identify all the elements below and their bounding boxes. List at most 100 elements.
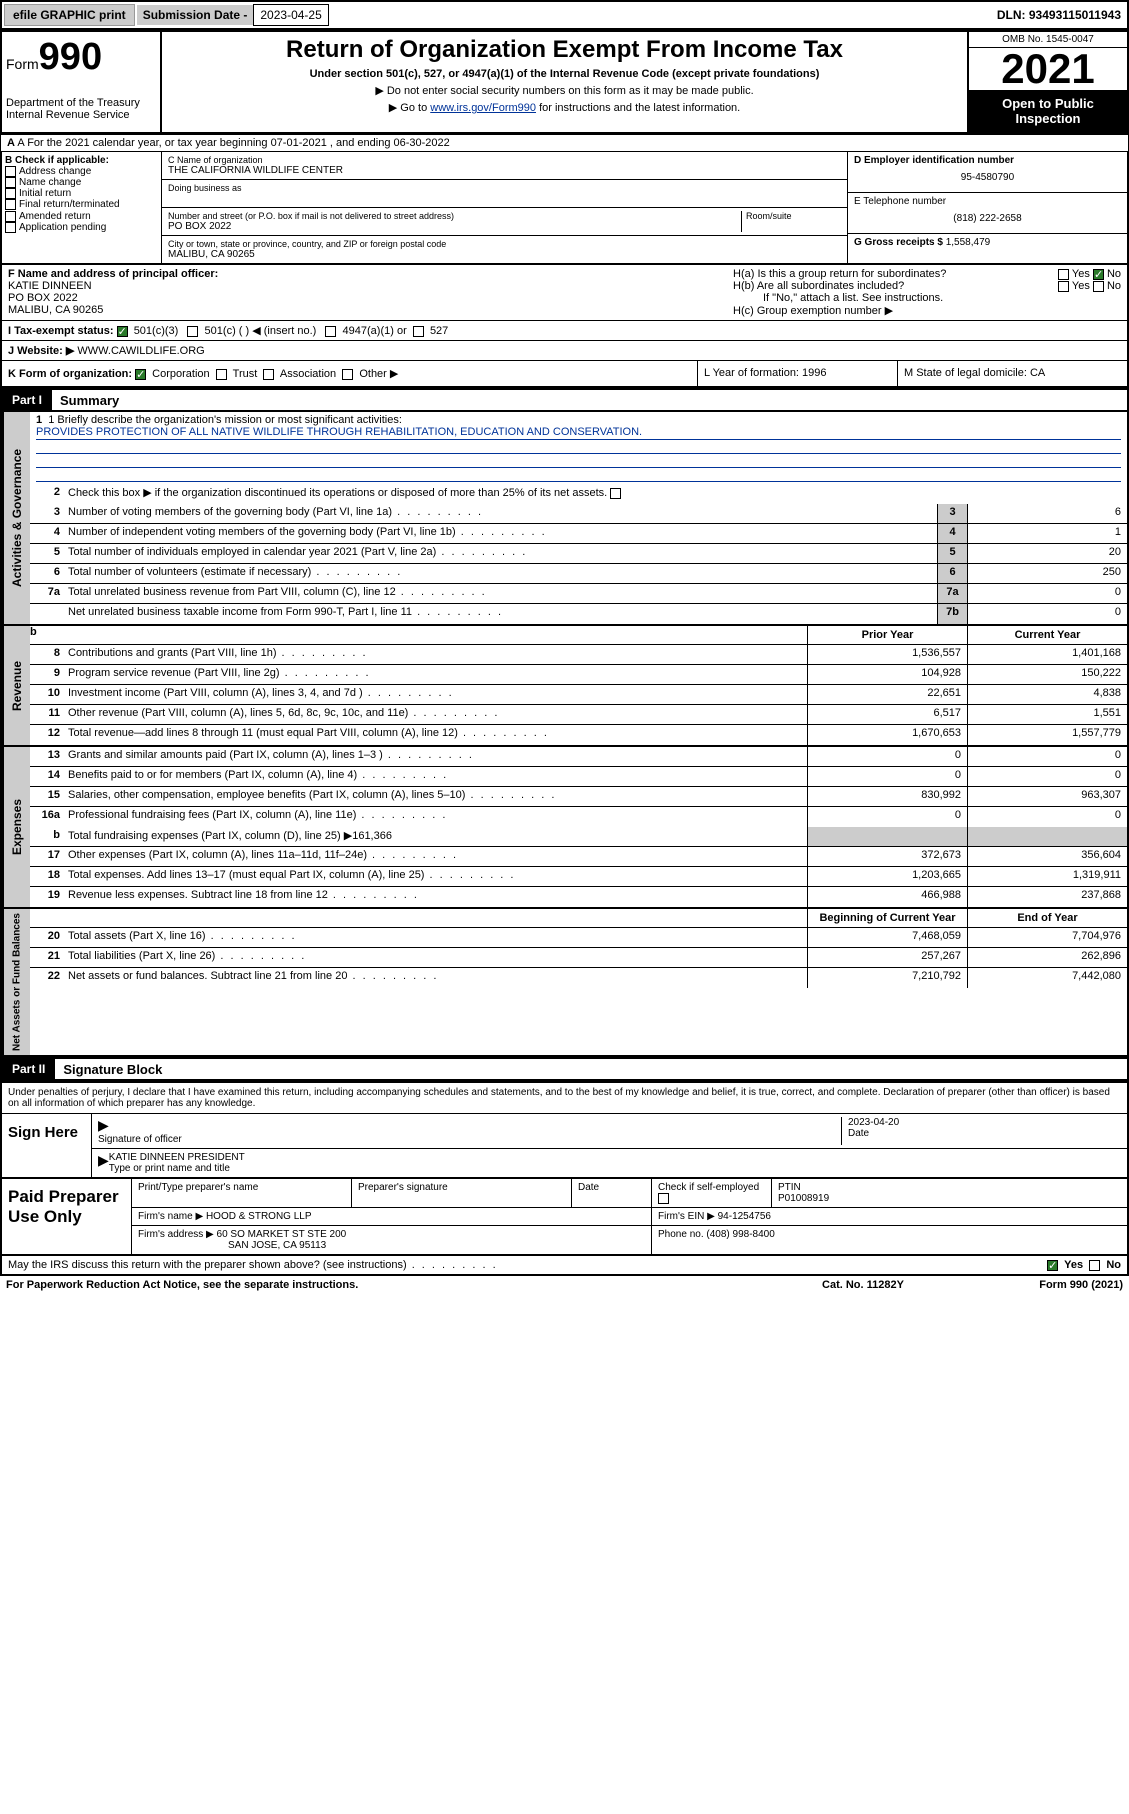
street-address: PO BOX 2022 — [168, 221, 741, 232]
mission-q: 1 1 Briefly describe the organization's … — [36, 414, 1121, 426]
gov-line: Net unrelated business taxable income fr… — [30, 604, 1127, 624]
org-name: THE CALIFORNIA WILDLIFE CENTER — [168, 165, 841, 176]
h-b: H(b) Are all subordinates included? Yes … — [733, 280, 1121, 292]
dba-cell: Doing business as — [162, 180, 847, 208]
form-ref: Form 990 (2021) — [963, 1279, 1123, 1291]
table-row: 22 Net assets or fund balances. Subtract… — [30, 968, 1127, 988]
col-b-title: B Check if applicable: — [5, 155, 158, 166]
table-row: 16a Professional fundraising fees (Part … — [30, 807, 1127, 827]
paid-preparer-label: Paid Preparer Use Only — [2, 1179, 132, 1254]
firm-addr: 60 SO MARKET ST STE 200 — [217, 1229, 347, 1240]
chk-initial[interactable]: Initial return — [5, 188, 158, 199]
officer-name: KATIE DINNEEN — [8, 280, 721, 292]
table-row: 10 Investment income (Part VIII, column … — [30, 685, 1127, 705]
city-state-zip: MALIBU, CA 90265 — [168, 249, 841, 260]
phone-cell: E Telephone number (818) 222-2658 — [848, 193, 1127, 234]
side-expenses: Expenses — [2, 747, 30, 907]
h-a: H(a) Is this a group return for subordin… — [733, 268, 1121, 280]
col-begin: Beginning of Current Year — [807, 909, 967, 927]
firm-phone: (408) 998-8400 — [706, 1229, 774, 1240]
chk-501c3[interactable] — [117, 326, 128, 337]
revenue-section: Revenue b Prior Year Current Year 8 Cont… — [0, 626, 1129, 747]
firm-ein: 94-1254756 — [718, 1211, 771, 1222]
chk-corp[interactable] — [135, 369, 146, 380]
org-name-cell: C Name of organization THE CALIFORNIA WI… — [162, 152, 847, 180]
gov-line: 6 Total number of volunteers (estimate i… — [30, 564, 1127, 584]
firm-name: HOOD & STRONG LLP — [206, 1211, 312, 1222]
col-end: End of Year — [967, 909, 1127, 927]
efile-print-button[interactable]: efile GRAPHIC print — [4, 4, 135, 26]
table-row: 11 Other revenue (Part VIII, column (A),… — [30, 705, 1127, 725]
part1-header: Part I Summary — [0, 388, 1129, 412]
form-title: Return of Organization Exempt From Incom… — [170, 36, 959, 64]
city-cell: City or town, state or province, country… — [162, 236, 847, 263]
note-goto: ▶ Go to www.irs.gov/Form990 for instruct… — [170, 101, 959, 114]
officer-addr: PO BOX 2022 — [8, 292, 721, 304]
gov-line: 7a Total unrelated business revenue from… — [30, 584, 1127, 604]
row-i: I Tax-exempt status: 501(c)(3) 501(c) ( … — [0, 321, 1129, 341]
phone: (818) 222-2658 — [854, 207, 1121, 230]
form-subtitle: Under section 501(c), 527, or 4947(a)(1)… — [170, 68, 959, 80]
section-bcde: B Check if applicable: Address change Na… — [0, 152, 1129, 265]
may-yes[interactable] — [1047, 1260, 1058, 1271]
table-row: 19 Revenue less expenses. Subtract line … — [30, 887, 1127, 907]
top-bar: efile GRAPHIC print Submission Date - 20… — [0, 0, 1129, 30]
table-row: 9 Program service revenue (Part VIII, li… — [30, 665, 1127, 685]
governance-section: Activities & Governance 1 1 Briefly desc… — [0, 412, 1129, 626]
table-row: 14 Benefits paid to or for members (Part… — [30, 767, 1127, 787]
table-row: 17 Other expenses (Part IX, column (A), … — [30, 847, 1127, 867]
form-number: Form990 — [6, 36, 156, 79]
note-ssn: ▶ Do not enter social security numbers o… — [170, 84, 959, 97]
irs-link[interactable]: www.irs.gov/Form990 — [430, 102, 536, 114]
ein: 95-4580790 — [854, 166, 1121, 189]
side-governance: Activities & Governance — [2, 412, 30, 624]
state-domicile: M State of legal domicile: CA — [897, 361, 1127, 386]
col-current: Current Year — [967, 626, 1127, 644]
dept-label: Department of the Treasury Internal Reve… — [6, 97, 156, 121]
open-to-public: Open to Public Inspection — [969, 90, 1127, 132]
chk-pending[interactable]: Application pending — [5, 222, 158, 233]
row-klm: K Form of organization: Corporation Trus… — [0, 361, 1129, 388]
gov-line: 4 Number of independent voting members o… — [30, 524, 1127, 544]
row-fh: F Name and address of principal officer:… — [0, 265, 1129, 321]
tax-year: 2021 — [969, 48, 1127, 90]
gross-cell: G Gross receipts $ 1,558,479 — [848, 234, 1127, 251]
netassets-section: Net Assets or Fund Balances Beginning of… — [0, 909, 1129, 1057]
table-row: 15 Salaries, other compensation, employe… — [30, 787, 1127, 807]
table-row: 21 Total liabilities (Part X, line 26) 2… — [30, 948, 1127, 968]
gross-receipts: 1,558,479 — [946, 237, 991, 248]
sign-date: 2023-04-20 — [848, 1117, 1121, 1128]
chk-address[interactable]: Address change — [5, 166, 158, 177]
signature-block: Under penalties of perjury, I declare th… — [0, 1081, 1129, 1256]
line2: Check this box ▶ if the organization dis… — [64, 484, 1127, 504]
preparer-block: Paid Preparer Use Only Print/Type prepar… — [2, 1177, 1127, 1254]
h-c: H(c) Group exemption number ▶ — [733, 304, 1121, 317]
officer-city: MALIBU, CA 90265 — [8, 304, 721, 316]
table-row: 8 Contributions and grants (Part VIII, l… — [30, 645, 1127, 665]
line16b: Total fundraising expenses (Part IX, col… — [64, 827, 807, 846]
ha-no-checked[interactable] — [1093, 269, 1104, 280]
table-row: 20 Total assets (Part X, line 16) 7,468,… — [30, 928, 1127, 948]
row-a-tax-year: A A For the 2021 calendar year, or tax y… — [0, 134, 1129, 152]
chk-name[interactable]: Name change — [5, 177, 158, 188]
gov-line: 3 Number of voting members of the govern… — [30, 504, 1127, 524]
ptin: P01008919 — [778, 1193, 829, 1204]
dln: DLN: 93493115011943 — [991, 5, 1127, 25]
year-formation: L Year of formation: 1996 — [697, 361, 897, 386]
website: WWW.CAWILDLIFE.ORG — [77, 345, 204, 357]
part2-header: Part II Signature Block — [0, 1057, 1129, 1081]
h-b-note: If "No," attach a list. See instructions… — [733, 292, 1121, 304]
sign-here-label: Sign Here — [2, 1114, 92, 1177]
table-row: 13 Grants and similar amounts paid (Part… — [30, 747, 1127, 767]
table-row: 12 Total revenue—add lines 8 through 11 … — [30, 725, 1127, 745]
chk-final[interactable]: Final return/terminated — [5, 199, 158, 210]
may-discuss-row: May the IRS discuss this return with the… — [0, 1256, 1129, 1276]
declaration: Under penalties of perjury, I declare th… — [2, 1083, 1127, 1114]
chk-amended[interactable]: Amended return — [5, 211, 158, 222]
cat-no: Cat. No. 11282Y — [763, 1279, 963, 1291]
side-netassets: Net Assets or Fund Balances — [2, 909, 30, 1055]
gov-line: 5 Total number of individuals employed i… — [30, 544, 1127, 564]
submission-date: 2023-04-25 — [253, 4, 328, 26]
ein-cell: D Employer identification number 95-4580… — [848, 152, 1127, 193]
submission-label: Submission Date - — [137, 5, 254, 25]
